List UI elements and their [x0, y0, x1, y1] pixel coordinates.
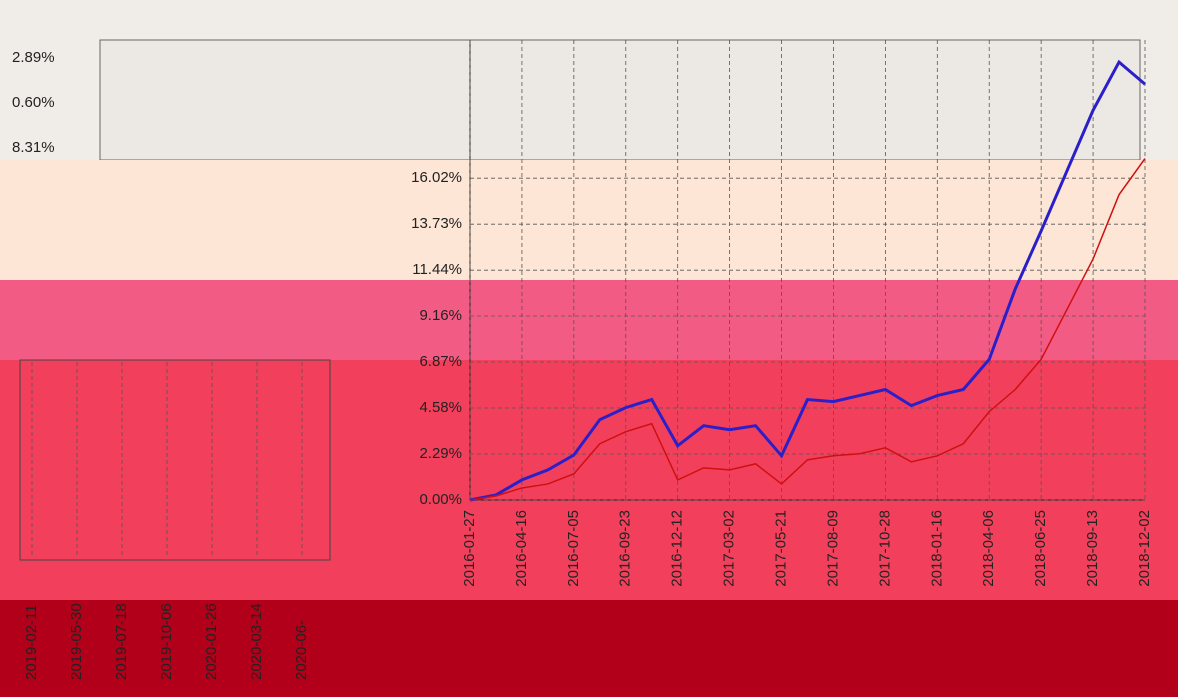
- x-tick-label: 2018-01-16: [928, 510, 945, 587]
- x-tick-label: 2016-09-23: [617, 510, 634, 587]
- x-tick-label: 2018-06-25: [1032, 510, 1049, 587]
- y-tick-label: 2.29%: [419, 445, 462, 462]
- panel-x-label: 2019-10-06: [158, 603, 175, 680]
- y-tick-label: 16.02%: [411, 169, 462, 186]
- x-tick-label: 2016-01-27: [461, 510, 478, 587]
- y-tick-label: 13.73%: [411, 215, 462, 232]
- panel-label: 2.89%: [12, 49, 55, 66]
- panel-label: 8.31%: [12, 139, 55, 156]
- panel-x-label: 2020-03-14: [248, 603, 265, 680]
- panel-label: 0.60%: [12, 94, 55, 111]
- dark-band: [0, 600, 1178, 697]
- top-plot: [100, 40, 1140, 160]
- screen: 2.89% 0.60% 8.31% 2019-02-11 2019-05-30 2019-…: [0, 0, 1178, 697]
- x-tick-label: 2016-07-05: [565, 510, 582, 587]
- panel-x-label: 2019-02-11: [23, 604, 40, 680]
- x-tick-label: 2016-12-12: [669, 510, 686, 587]
- y-tick-label: 6.87%: [419, 353, 462, 370]
- x-tick-label: 2017-05-21: [773, 510, 790, 587]
- panel-x-label: 2020-06-: [293, 620, 310, 680]
- y-tick-label: 0.00%: [419, 491, 462, 508]
- x-tick-label: 2016-04-16: [513, 510, 530, 587]
- y-tick-label: 9.16%: [419, 307, 462, 324]
- y-tick-label: 4.58%: [419, 399, 462, 416]
- panel-x-label: 2020-01-26: [203, 603, 220, 680]
- x-tick-label: 2017-10-28: [876, 510, 893, 587]
- x-tick-label: 2018-12-02: [1136, 510, 1153, 587]
- page: 2.89% 0.60% 8.31% 2019-02-11 2019-05-30 2019-…: [0, 0, 1178, 697]
- x-tick-label: 2017-08-09: [824, 510, 841, 587]
- pink-band: [0, 280, 1178, 360]
- panel-x-label: 2019-05-30: [68, 603, 85, 680]
- red-panel: [0, 360, 1178, 600]
- x-tick-label: 2018-09-13: [1084, 510, 1101, 587]
- panel-x-label: 2019-07-18: [113, 603, 130, 680]
- y-tick-label: 11.44%: [412, 261, 462, 278]
- x-tick-label: 2018-04-06: [980, 510, 997, 587]
- x-tick-label: 2017-03-02: [721, 510, 738, 587]
